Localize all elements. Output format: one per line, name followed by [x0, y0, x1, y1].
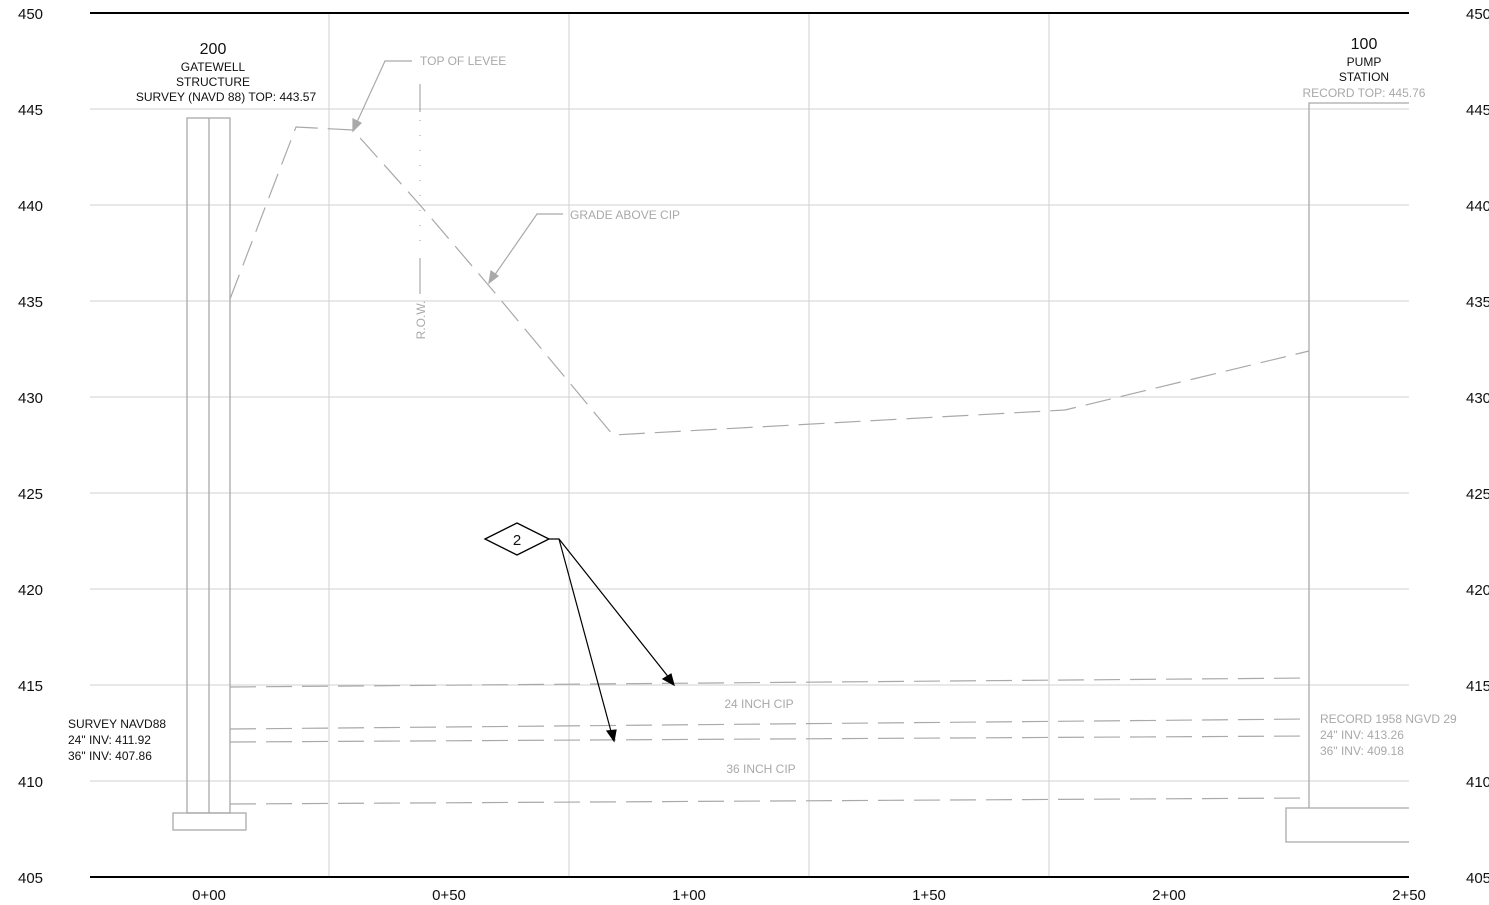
y-tick-label-left: 435: [18, 294, 43, 311]
grade-above-cip-label: GRADE ABOVE CIP: [570, 208, 680, 222]
y-tick-label-right: 420: [1466, 582, 1489, 599]
x-tick-label: 0+00: [192, 887, 226, 904]
x-tick-label: 1+00: [672, 887, 706, 904]
y-tick-label-left: 415: [18, 678, 43, 695]
pump-station-name-line2: STATION: [1339, 70, 1389, 84]
gatewell-inv-36: 36" INV: 407.86: [68, 749, 152, 763]
y-tick-label-right: 410: [1466, 774, 1489, 791]
y-tick-label-left: 430: [18, 390, 43, 407]
y-tick-label-left: 405: [18, 870, 43, 887]
gatewell-inv-24: 24" INV: 411.92: [68, 733, 151, 747]
y-tick-label-left: 450: [18, 6, 43, 23]
gatewell-name-line2: STRUCTURE: [176, 75, 250, 89]
top-of-levee-label: TOP OF LEVEE: [420, 54, 506, 68]
pump-station-top-label: RECORD TOP: 445.76: [1303, 86, 1426, 100]
pump-station-inv-24: 24" INV: 413.26: [1320, 728, 1404, 742]
callout-2: 2: [483, 522, 675, 743]
pipe-36-label: 36 INCH CIP: [726, 762, 795, 776]
top-of-levee-leader: [352, 60, 412, 133]
gatewell-inv-title: SURVEY NAVD88: [68, 717, 166, 731]
y-tick-label-right: 440: [1466, 198, 1489, 215]
callout-number: 2: [513, 532, 521, 549]
y-tick-label-right: 425: [1466, 486, 1489, 503]
gatewell-top-label: SURVEY (NAVD 88) TOP: 443.57: [136, 90, 317, 104]
y-axis-left: 450 445 440 435 430 425 420 415 410 405: [18, 6, 43, 887]
y-tick-label-right: 430: [1466, 390, 1489, 407]
row-label: R.O.W.: [414, 301, 428, 340]
y-tick-label-left: 420: [18, 582, 43, 599]
y-tick-label-right: 415: [1466, 678, 1489, 695]
pump-station-structure: [1285, 102, 1409, 843]
y-tick-label-left: 410: [18, 774, 43, 791]
pump-station-inv-title: RECORD 1958 NGVD 29: [1320, 712, 1457, 726]
pump-station-number: 100: [1351, 36, 1378, 53]
pump-station-name-line1: PUMP: [1347, 55, 1382, 69]
grid: [90, 13, 1409, 877]
gatewell-number: 200: [200, 41, 227, 58]
y-tick-label-right: 445: [1466, 102, 1489, 119]
y-tick-label-right: 450: [1466, 6, 1489, 23]
y-tick-label-left: 425: [18, 486, 43, 503]
x-tick-label: 1+50: [912, 887, 946, 904]
x-tick-label: 0+50: [432, 887, 466, 904]
x-tick-label: 2+00: [1152, 887, 1186, 904]
x-tick-label: 2+50: [1392, 887, 1426, 904]
y-tick-label-left: 445: [18, 102, 43, 119]
ground-profile-line: [229, 126, 1310, 436]
y-axis-right: 450 445 440 435 430 425 420 415 410 405: [1466, 6, 1489, 887]
y-tick-label-right: 435: [1466, 294, 1489, 311]
pipe-24-label: 24 INCH CIP: [724, 697, 793, 711]
grade-above-cip-leader: [488, 213, 563, 285]
y-tick-label-left: 440: [18, 198, 43, 215]
pump-station-inv-36: 36" INV: 409.18: [1320, 744, 1404, 758]
y-tick-label-right: 405: [1466, 870, 1489, 887]
gatewell-name-line1: GATEWELL: [181, 60, 246, 74]
x-axis: 0+00 0+50 1+00 1+50 2+00 2+50: [192, 887, 1426, 904]
gatewell-structure: [172, 117, 247, 831]
